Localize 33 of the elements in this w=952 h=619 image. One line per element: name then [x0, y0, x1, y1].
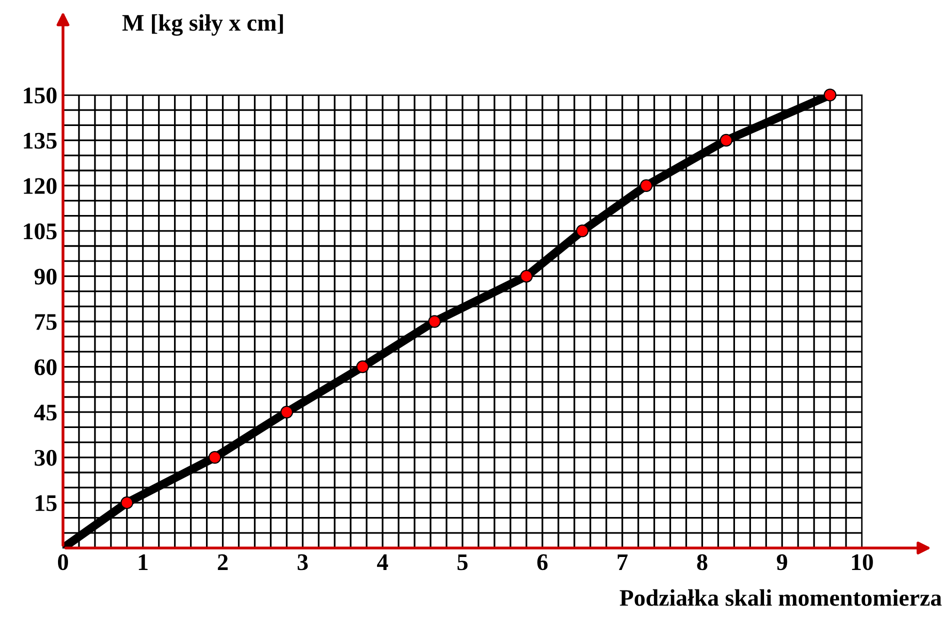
x-tick-label: 1 [138, 554, 148, 570]
y-axis-title: M [kg siły x cm] [122, 14, 283, 36]
point [120, 496, 134, 510]
x-tick-label: 2 [218, 554, 228, 570]
point [208, 451, 222, 464]
y-tick-label: 60 [34, 359, 57, 376]
y-tick-label: 15 [36, 495, 57, 512]
y-tick-label: 135 [24, 132, 57, 149]
point [576, 224, 589, 238]
x-axis-title: Podziałka skali momentomierza [620, 589, 942, 606]
x-tick-label: 6 [537, 554, 548, 570]
point [428, 315, 441, 328]
point [720, 134, 733, 147]
point [640, 179, 653, 192]
x-tick-label: 10 [852, 554, 873, 570]
x-tick-label: 3 [298, 554, 308, 570]
x-tick-label: 0 [58, 554, 68, 570]
x-tick-label: 7 [618, 554, 628, 570]
x-tick-label: 8 [697, 554, 708, 570]
y-tick-label: 105 [24, 223, 57, 240]
point [356, 360, 369, 374]
x-tick-label: 4 [377, 554, 388, 570]
point [280, 406, 294, 418]
x-tick-label: 9 [776, 554, 788, 570]
y-tick-label: 30 [34, 450, 57, 466]
y-tick-label: 120 [24, 178, 57, 194]
y-tick-label: 75 [35, 314, 57, 330]
point [824, 88, 836, 102]
point [520, 270, 533, 283]
y-tick-label: 150 [24, 87, 57, 104]
x-tick-label: 5 [458, 554, 468, 570]
y-tick-label: 90 [34, 268, 57, 285]
y-tick-label: 45 [34, 404, 57, 421]
